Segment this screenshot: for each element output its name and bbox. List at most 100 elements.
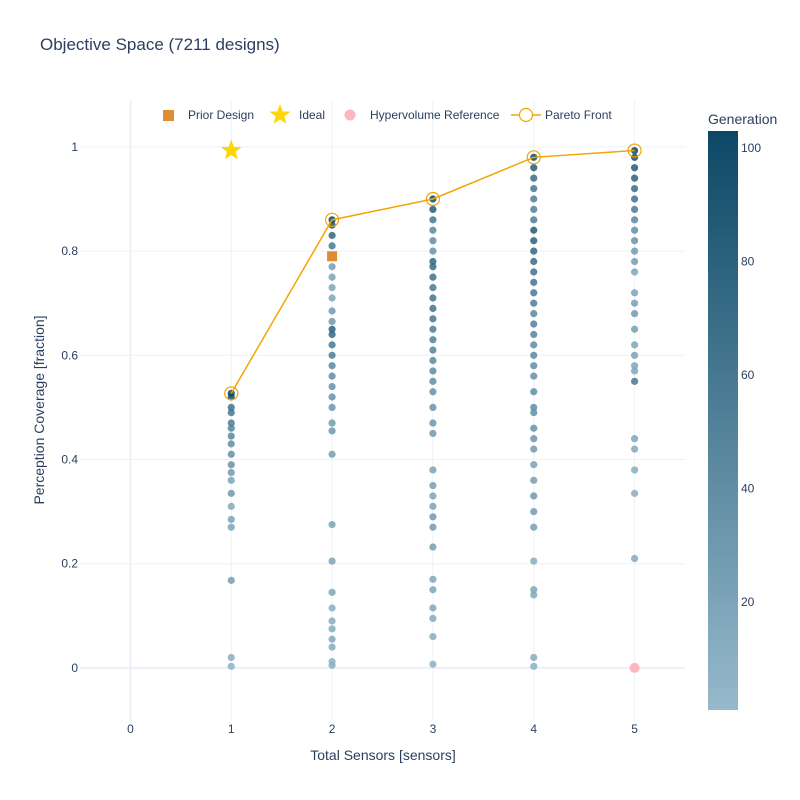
design-point [328,393,336,401]
design-point [328,273,336,281]
design-point [630,367,639,375]
design-point [429,346,437,354]
design-point [227,424,235,432]
colorbar-title: Generation [708,111,777,127]
design-point [429,283,437,292]
prior-design-marker [327,251,338,262]
design-point [429,315,437,323]
colorbar-ticks: 20 40 60 80 100 [741,141,761,609]
y-axis-label: Perception Coverage [fraction] [31,315,47,504]
design-point [630,325,639,333]
colorbar-tick-label: 20 [741,595,755,609]
design-point [227,515,235,524]
design-point [530,372,538,380]
design-point [630,435,639,443]
design-point [530,388,538,396]
design-point [328,341,336,349]
design-point [429,586,437,594]
design-point [530,226,538,234]
design-point [328,588,336,596]
design-point [630,237,639,245]
design-point [429,492,437,500]
design-point [630,247,639,255]
x-tick-label: 5 [631,722,638,736]
design-point [227,432,235,440]
design-point [328,351,336,359]
design-point [530,523,538,531]
design-point [227,502,235,510]
design-point [429,263,437,271]
design-point [328,307,336,315]
design-point [328,419,336,427]
design-point [530,351,538,359]
design-point [530,216,538,224]
design-point [328,604,336,612]
design-point [530,268,538,276]
design-point [630,351,639,359]
design-point [530,653,538,662]
design-point [630,489,639,497]
y-tick-label: 0.8 [61,244,78,258]
design-point [630,289,639,297]
design-point [328,658,336,666]
design-point [227,476,235,484]
design-point [530,341,538,349]
colorbar: Generation 20 40 60 80 100 [708,111,777,710]
design-point [429,336,437,344]
design-point [530,184,538,193]
design-point [530,320,538,328]
design-point [530,409,538,417]
design-point [227,523,235,531]
design-point [227,419,235,427]
legend-prior-design-symbol [163,110,174,121]
design-point [530,461,538,469]
design-point [328,450,336,458]
design-point [530,174,538,182]
design-point [530,289,538,297]
pareto-point [324,212,340,227]
ideal-star-marker [220,139,242,160]
design-point [429,633,437,641]
design-point [429,502,437,510]
design-point [630,174,639,182]
design-point [429,403,437,411]
colorbar-tick-label: 60 [741,368,755,382]
grid-lines [80,100,685,720]
design-point [530,507,538,516]
design-point [227,440,235,448]
legend-reference-symbol [344,109,356,121]
pareto-front-series [224,143,642,401]
design-point [328,294,336,302]
design-point [630,341,639,349]
design-point [630,377,639,385]
design-point [530,445,538,453]
design-point [530,164,538,172]
design-point [429,273,437,281]
design-point [630,184,639,193]
design-point [630,445,639,453]
design-point [429,419,437,427]
design-point [530,195,538,203]
design-point [429,614,437,623]
design-point [328,242,336,250]
design-point [429,543,437,551]
design-point [227,409,235,417]
design-point [328,427,336,435]
legend-ideal-symbol [269,104,291,124]
design-point [630,554,639,563]
colorbar-tick-label: 40 [741,482,755,496]
design-point [530,247,538,255]
design-point [530,278,538,286]
chart-title: Objective Space (7211 designs) [40,35,280,54]
design-point [429,523,437,531]
design-point [328,635,336,643]
design-point [530,403,538,411]
design-point [429,466,437,474]
design-point [530,257,538,266]
design-point [530,591,538,599]
x-tick-label: 4 [530,722,537,736]
design-point [530,662,538,670]
design-point [630,268,639,276]
design-point [630,205,639,214]
x-tick-label: 2 [329,722,336,736]
